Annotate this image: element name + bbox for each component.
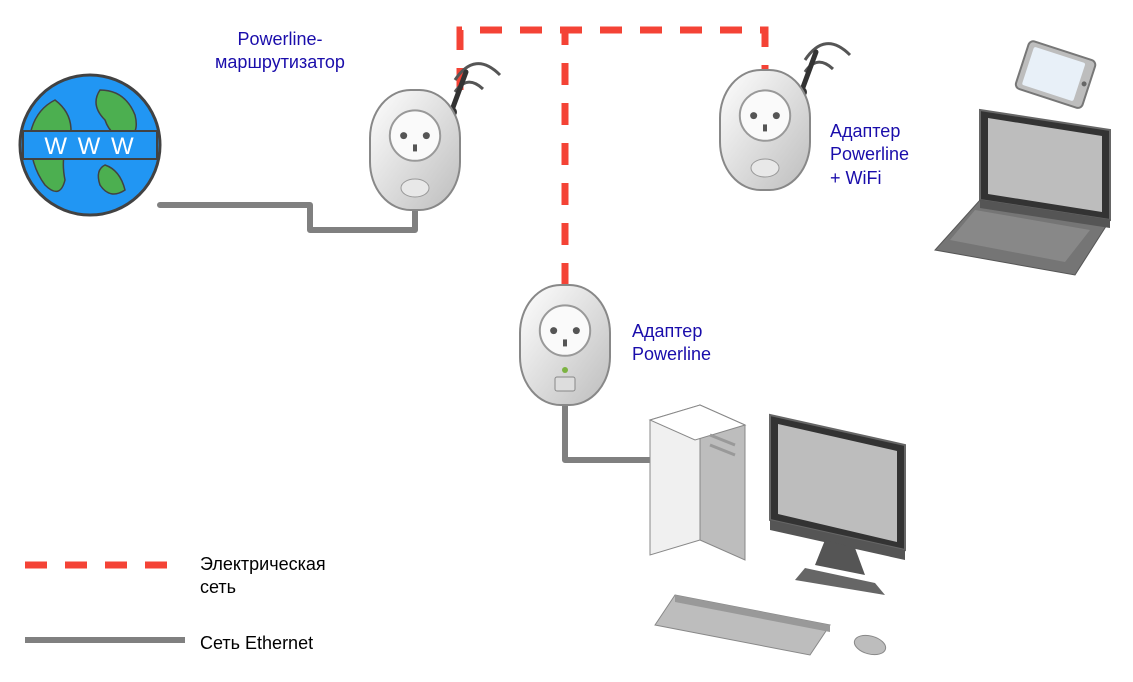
label-adapter: Адаптер Powerline bbox=[632, 320, 711, 367]
desktop-computer-icon bbox=[650, 405, 905, 658]
label-router: Powerline- маршрутизатор bbox=[180, 28, 380, 75]
legend-label-power: Электрическая сеть bbox=[200, 553, 326, 600]
ethernet-line bbox=[565, 405, 660, 460]
globe-icon: W W W bbox=[20, 75, 160, 215]
laptop-icon bbox=[935, 110, 1110, 275]
legend-label-ethernet: Сеть Ethernet bbox=[200, 632, 313, 655]
ethernet-line bbox=[160, 205, 415, 230]
powerline-router-icon bbox=[370, 64, 500, 210]
powerline-adapter-icon bbox=[520, 285, 610, 405]
svg-text:W W W: W W W bbox=[44, 133, 135, 160]
label-adapter-wifi: Адаптер Powerline + WiFi bbox=[830, 120, 909, 190]
power-line bbox=[460, 30, 765, 90]
network-diagram: W W W bbox=[0, 0, 1133, 682]
tablet-icon bbox=[1015, 40, 1097, 109]
